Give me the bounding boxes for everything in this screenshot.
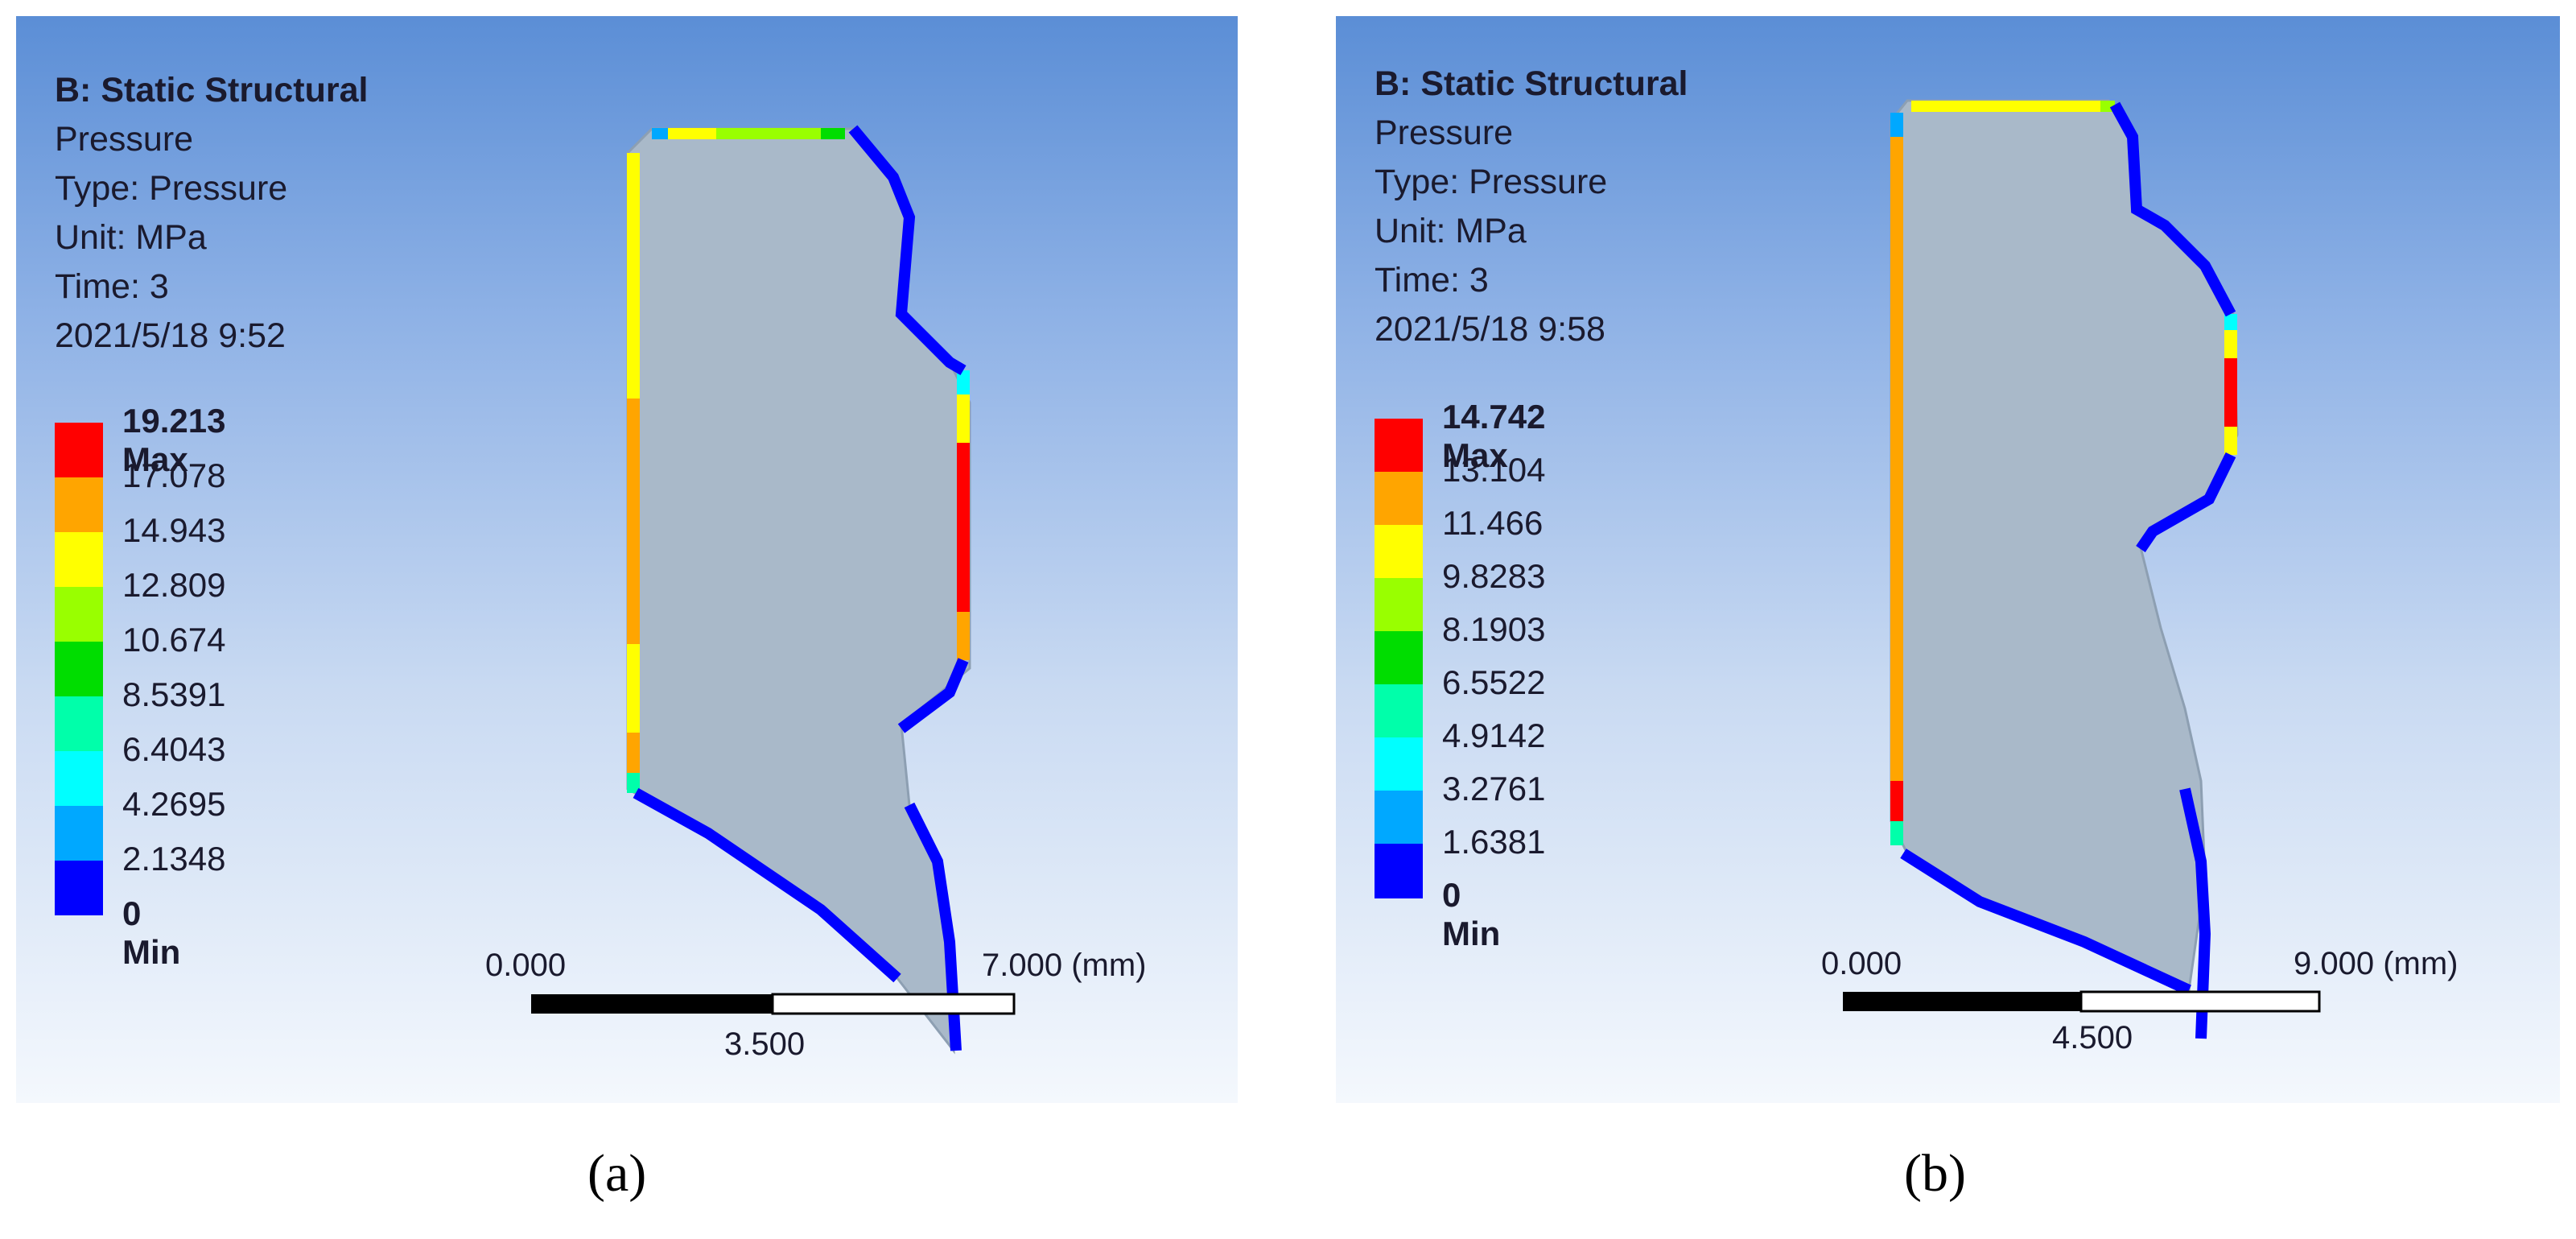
result-timestamp: 2021/5/18 9:58 — [1375, 310, 1605, 349]
result-info-b: B: Static Structural Pressure Type: Pres… — [1375, 60, 1688, 354]
scale-label-end: 9.000 (mm) — [2294, 946, 2459, 981]
legend-band — [1375, 419, 1857, 473]
pressure-band — [633, 787, 901, 983]
pressure-band — [848, 125, 967, 376]
pressure-contour-bands — [1890, 101, 2237, 1039]
legend-swatch — [55, 696, 103, 751]
scale-bar: 0.000 4.500 9.000 (mm) — [1821, 946, 2459, 1055]
scale-label-mid: 4.500 — [2052, 1020, 2133, 1055]
legend-band — [55, 806, 538, 861]
pressure-band — [1900, 849, 2191, 996]
legend-swatch — [55, 806, 103, 861]
legend-swatch — [1375, 791, 1423, 845]
legend-label-max: 14.742 Max — [1442, 398, 1546, 474]
pressure-band — [2136, 452, 2236, 552]
legend-label: 8.5391 — [122, 675, 226, 713]
legend-swatch — [1375, 472, 1423, 527]
scale-label-end: 7.000 (mm) — [982, 948, 1147, 983]
legend-swatch — [1375, 578, 1423, 633]
legend-label: 14.943 — [122, 511, 226, 549]
part-section — [1890, 99, 2239, 993]
legend-swatch — [55, 751, 103, 806]
pressure-band — [897, 658, 969, 733]
legend-band — [1375, 791, 1857, 845]
result-info-a: B: Static Structural Pressure Type: Pres… — [55, 66, 368, 361]
geometry-view-b: 0.000 4.500 9.000 (mm) — [1821, 99, 2459, 1055]
legend-label: 12.809 — [122, 566, 226, 604]
legend-band — [1375, 844, 1857, 898]
legend-swatch — [1375, 419, 1423, 473]
result-unit: Unit: MPa — [1375, 212, 1527, 250]
legend-band — [55, 532, 538, 587]
legend-swatch — [1375, 737, 1423, 792]
legend-label: 6.4043 — [122, 730, 226, 768]
legend-swatch — [55, 532, 103, 587]
legend-label: 17.078 — [122, 456, 226, 494]
legend-band — [55, 642, 538, 696]
result-type: Type: Pressure — [55, 169, 288, 208]
pressure-band — [2109, 101, 2236, 317]
legend-band — [1375, 684, 1857, 739]
legend-swatch — [55, 642, 103, 696]
legend-swatch — [1375, 844, 1423, 898]
legend-label: 3.2761 — [1442, 770, 1546, 807]
legend-label: 11.466 — [1442, 504, 1544, 542]
analysis-title: B: Static Structural — [55, 71, 369, 109]
caption-b: (b) — [1904, 1144, 1966, 1203]
legend-label-min: 0 Min — [1442, 876, 1501, 952]
scale-bar-dark — [531, 994, 773, 1014]
result-time: Time: 3 — [55, 267, 169, 306]
analysis-title: B: Static Structural — [1375, 64, 1688, 103]
result-viewport-b: B: Static Structural Pressure Type: Pres… — [1336, 16, 2560, 1103]
legend-label: 13.104 — [1442, 451, 1546, 489]
pressure-contour-bands — [627, 125, 970, 1051]
legend-swatch — [55, 861, 103, 915]
legend-band — [55, 861, 538, 915]
legend-label: 4.2695 — [122, 785, 226, 823]
legend-label-min: 0 Min — [122, 894, 181, 971]
legend-band — [55, 587, 538, 642]
legend-band — [1375, 578, 1857, 633]
geometry-view-a: 0.000 3.500 7.000 (mm) — [485, 125, 1147, 1062]
legend-label: 6.5522 — [1442, 663, 1546, 701]
legend-band — [55, 477, 538, 532]
legend-band — [55, 696, 538, 751]
legend-band — [55, 423, 538, 477]
result-name: Pressure — [1375, 114, 1514, 152]
legend-label: 9.8283 — [1442, 557, 1546, 595]
legend-label-max: 19.213 Max — [122, 402, 226, 478]
legend-band — [55, 751, 538, 806]
scale-bar-dark — [1843, 992, 2081, 1011]
scale-bar: 0.000 3.500 7.000 (mm) — [485, 948, 1147, 1062]
result-timestamp: 2021/5/18 9:52 — [55, 316, 286, 355]
result-viewport-a: B: Static Structural Pressure Type: Pres… — [16, 16, 1238, 1103]
legend-swatch — [55, 477, 103, 532]
legend-label: 1.6381 — [1442, 823, 1546, 861]
legend-swatch — [1375, 525, 1423, 580]
legend-swatch — [55, 423, 103, 477]
scale-label-start: 0.000 — [1821, 946, 1902, 981]
legend-band — [1375, 737, 1857, 792]
result-type: Type: Pressure — [1375, 163, 1608, 201]
legend-band — [1375, 525, 1857, 580]
result-time: Time: 3 — [1375, 261, 1489, 299]
scale-label-start: 0.000 — [485, 948, 566, 983]
result-name: Pressure — [55, 120, 194, 159]
legend-swatch — [1375, 631, 1423, 686]
legend-band — [1375, 472, 1857, 527]
pressure-band — [2179, 787, 2211, 1039]
legend-label: 10.674 — [122, 621, 226, 659]
legend-label: 8.1903 — [1442, 610, 1546, 648]
caption-a: (a) — [587, 1144, 647, 1203]
scale-bar-light — [771, 993, 1016, 1015]
scale-bar-light — [2079, 990, 2321, 1013]
legend-swatch — [1375, 684, 1423, 739]
legend-band — [1375, 631, 1857, 686]
legend-label: 2.1348 — [122, 840, 226, 878]
result-unit: Unit: MPa — [55, 218, 207, 257]
legend-swatch — [55, 587, 103, 642]
part-section — [626, 127, 971, 1055]
scale-label-mid: 3.500 — [724, 1026, 805, 1062]
legend-label: 4.9142 — [1442, 717, 1546, 754]
